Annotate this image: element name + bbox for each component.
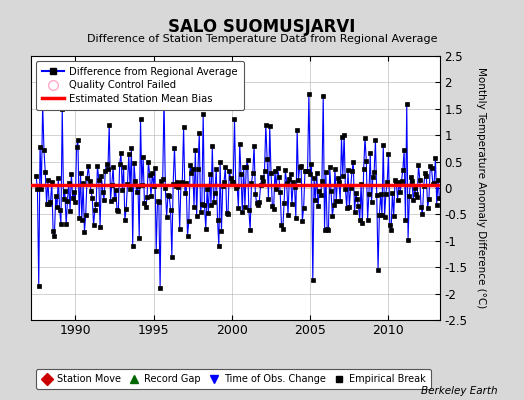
Text: SALO SUOMUSJARVI: SALO SUOMUSJARVI xyxy=(168,18,356,36)
Y-axis label: Monthly Temperature Anomaly Difference (°C): Monthly Temperature Anomaly Difference (… xyxy=(476,67,486,309)
Text: Difference of Station Temperature Data from Regional Average: Difference of Station Temperature Data f… xyxy=(87,34,437,44)
Text: Berkeley Earth: Berkeley Earth xyxy=(421,386,498,396)
Legend: Station Move, Record Gap, Time of Obs. Change, Empirical Break: Station Move, Record Gap, Time of Obs. C… xyxy=(36,369,431,389)
